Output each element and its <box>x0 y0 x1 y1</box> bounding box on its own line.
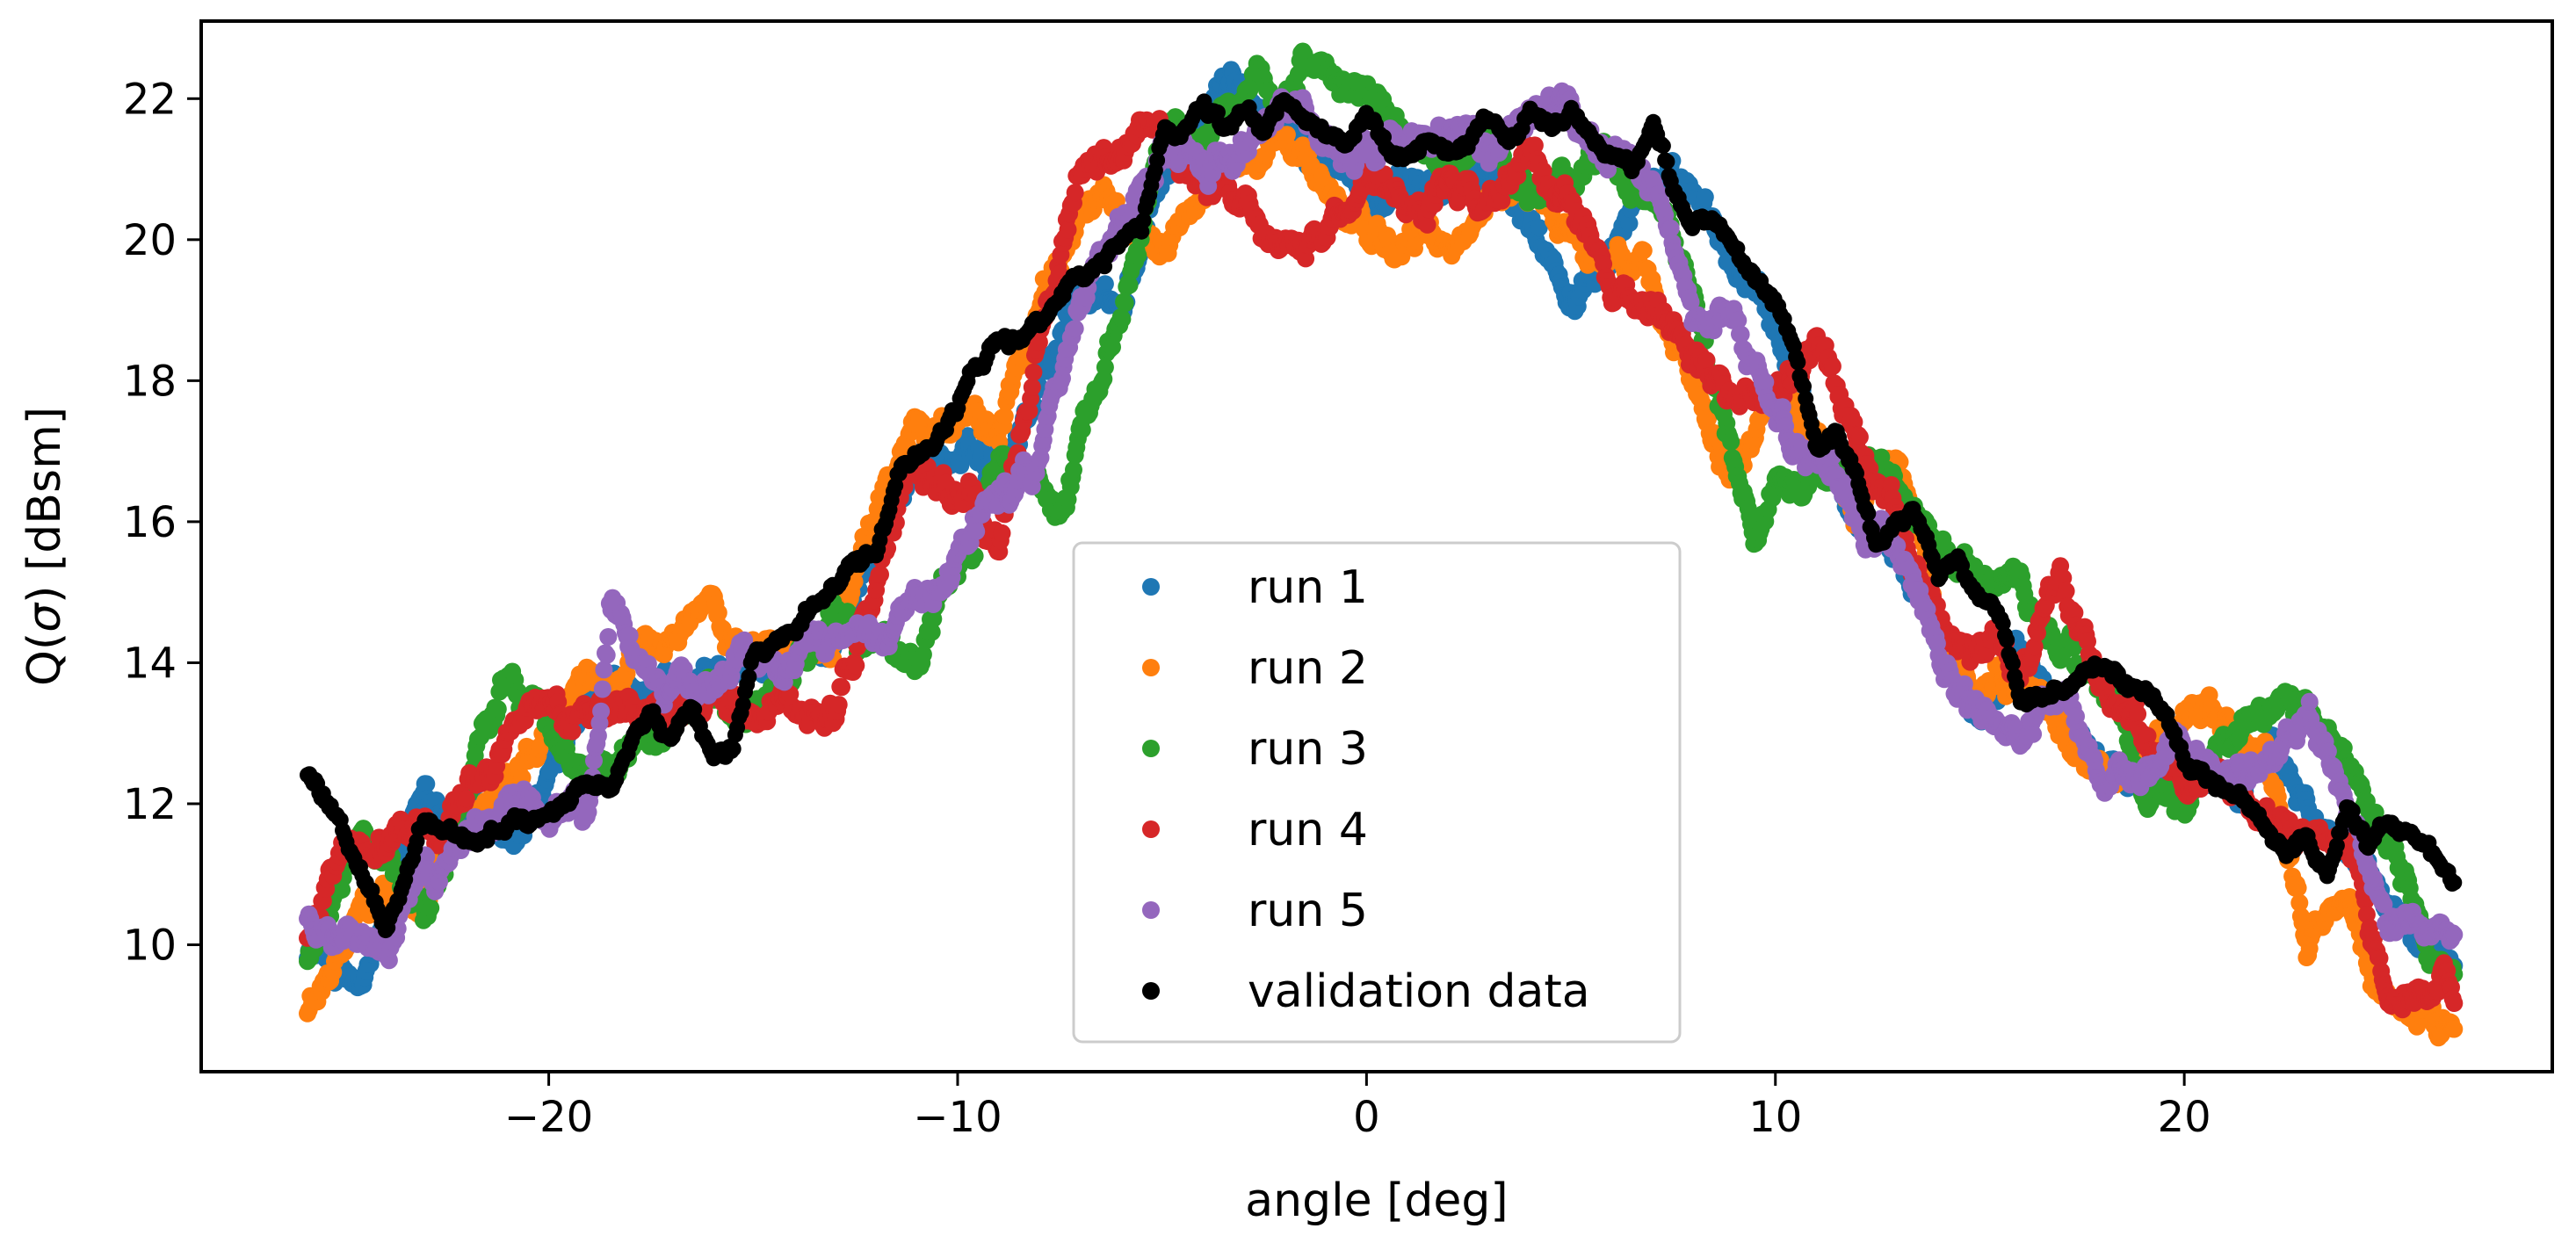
point-run-3 <box>914 646 932 663</box>
point-run-2 <box>995 407 1014 425</box>
scatter-points <box>299 42 2464 1047</box>
point-run-2 <box>1695 396 1713 415</box>
y-tick-label: 14 <box>123 639 177 688</box>
point-run-3 <box>1120 276 1139 294</box>
y-tick-label: 16 <box>123 498 177 547</box>
point-run-3 <box>2064 639 2082 657</box>
point-run-2 <box>1277 126 1296 144</box>
point-run-3 <box>488 700 507 719</box>
point-run-3 <box>1073 421 1091 439</box>
y-tick-label: 10 <box>123 921 177 971</box>
point-run-1 <box>1530 219 1548 237</box>
y-tick-label: 18 <box>123 357 177 406</box>
point-run-2 <box>1699 409 1718 428</box>
point-run-1 <box>1620 214 1639 233</box>
point-run-4 <box>563 722 582 741</box>
point-run-2 <box>2289 878 2307 897</box>
y-axis: 10 12 14 16 18 20 22 <box>123 75 201 971</box>
point-run-4 <box>833 678 850 697</box>
point-run-3 <box>1113 310 1132 329</box>
point-run-2 <box>709 603 727 622</box>
x-tick-label: 10 <box>1748 1093 1802 1142</box>
point-run-3 <box>1116 294 1134 313</box>
point-run-1 <box>1096 275 1114 293</box>
point-run-3 <box>923 623 941 641</box>
y-tick-label: 22 <box>123 75 177 124</box>
x-tick-label: −10 <box>913 1093 1002 1142</box>
point-run-2 <box>2290 893 2309 912</box>
y-tick-label: 12 <box>123 780 177 829</box>
point-run-3 <box>422 899 440 917</box>
point-run-2 <box>2445 1020 2464 1038</box>
point-run-4 <box>847 656 865 675</box>
point-run-3 <box>1065 460 1082 479</box>
point-run-2 <box>1634 242 1653 260</box>
point-run-3 <box>1129 246 1147 264</box>
point-run-3 <box>1096 358 1114 377</box>
x-tick-label: 20 <box>2158 1093 2211 1142</box>
point-run-3 <box>1722 433 1740 451</box>
x-tick-label: 0 <box>1353 1093 1380 1142</box>
x-axis: −20 −10 0 10 20 <box>504 1072 2211 1142</box>
point-run-1 <box>417 775 436 793</box>
point-run-1 <box>1696 188 1714 206</box>
point-run-4 <box>829 696 848 714</box>
y-tick-label: 20 <box>123 216 177 265</box>
x-tick-label: −20 <box>504 1093 593 1142</box>
